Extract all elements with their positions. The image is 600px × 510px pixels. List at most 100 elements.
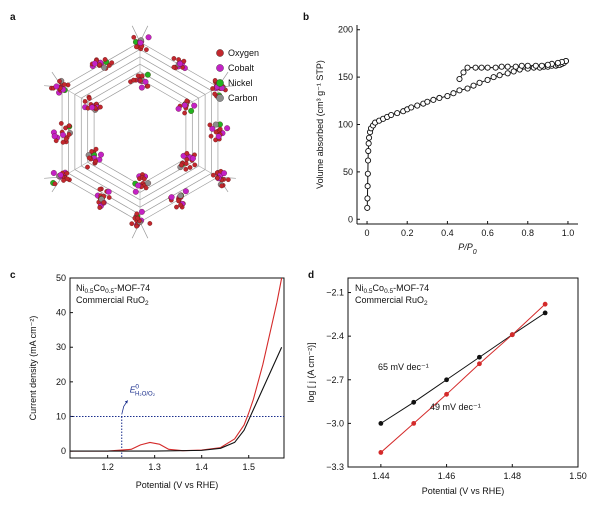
data-point [388, 111, 395, 119]
tafel-point [509, 332, 515, 338]
y-tick-label: −2.1 [326, 288, 344, 298]
atom [144, 47, 149, 52]
data-point [476, 79, 483, 86]
data-point [484, 64, 491, 71]
x-tick-label: 1.2 [101, 462, 114, 472]
panel-letter-c: c [10, 270, 16, 281]
atom [89, 149, 95, 154]
atom [86, 155, 92, 161]
legend-text-part: 0.5 [105, 288, 114, 295]
atom [91, 60, 98, 67]
data-point [524, 62, 531, 69]
atom [184, 98, 190, 104]
data-point [504, 63, 511, 70]
panel-a: a Oxygen Cobalt Nickel Carbon [10, 12, 259, 239]
atom [181, 102, 188, 109]
data-point [464, 85, 471, 92]
atom [147, 221, 153, 226]
x-tick-label: 0.2 [401, 228, 414, 238]
atom [183, 161, 189, 166]
atom [52, 181, 58, 187]
atom [142, 78, 149, 85]
legend-text-part: Co [373, 283, 385, 293]
atom [221, 170, 227, 177]
legend-text-part: Co [94, 283, 106, 293]
y-tick-label: 0 [348, 214, 353, 224]
isotherm-line [366, 60, 567, 208]
atom [219, 183, 225, 189]
y-tick-label: −3.3 [326, 462, 344, 472]
atom [60, 131, 66, 138]
atom [215, 175, 220, 181]
atom [210, 172, 216, 178]
data-point [366, 134, 373, 141]
x-tick-label: 0.4 [441, 228, 454, 238]
atom [134, 223, 139, 229]
atom [212, 91, 218, 97]
tafel-point [444, 391, 449, 397]
atom [141, 176, 147, 182]
atom [144, 71, 151, 78]
atom [137, 78, 143, 83]
atom [109, 60, 115, 66]
x-axis-title: Potential (V vs RHE) [422, 486, 505, 496]
y-tick-label: 150 [338, 72, 353, 82]
framework-strut [139, 169, 206, 208]
isotherm-chart: 0 0.2 0.4 0.6 0.8 1.0 0 50 100 150 200 P/P0 Volume a… [315, 25, 578, 256]
data-point [424, 98, 431, 105]
x-axis-title: Potential (V vs RHE) [136, 480, 219, 490]
atom [188, 108, 195, 114]
legend-text-part: 0.5 [384, 288, 393, 295]
atom [93, 146, 99, 152]
framework-strut [93, 158, 141, 186]
y-tick-label: 40 [56, 308, 66, 318]
atom [101, 200, 107, 205]
atom [63, 136, 69, 142]
atom [98, 151, 104, 158]
oxygen-dot-icon [216, 49, 224, 57]
framework-strut [81, 165, 141, 201]
y-tick-label: 50 [343, 167, 353, 177]
atom [57, 78, 62, 84]
tafel-chart: 1.44 1.46 1.48 1.50 −3.3 −3.0 −2.7 −2.4 −2.1 Pote… [306, 277, 587, 496]
y-tick-label: 50 [56, 273, 66, 283]
plot-frame [69, 277, 285, 459]
data-point [492, 64, 499, 71]
x-tick-label: 1.44 [372, 471, 390, 481]
y-tick-label: 30 [56, 342, 66, 352]
atom [135, 215, 141, 221]
data-point [512, 63, 519, 70]
atom [64, 176, 70, 182]
atom [66, 132, 72, 137]
atom [209, 125, 216, 132]
data-point [365, 140, 372, 147]
x-tick-label: 1.50 [569, 471, 587, 481]
atom [178, 202, 183, 208]
y-tick-label: 0 [61, 446, 66, 456]
data-point [464, 64, 471, 71]
atom [145, 180, 152, 187]
framework-stub [139, 221, 149, 239]
nickel-dot-icon [216, 79, 224, 87]
atom [139, 73, 145, 79]
panel-b: b 0 0.2 0.4 0.6 0.8 1.0 0 50 100 150 200 P/P0 Volume… [303, 12, 578, 256]
tafel-point [378, 450, 384, 455]
atom [131, 77, 136, 83]
plot-frame [347, 277, 579, 468]
data-point [470, 82, 477, 89]
e0-annotation: E0 H₂O/O₂ [130, 383, 156, 397]
data-point [450, 90, 457, 97]
framework-strut [74, 56, 141, 95]
atom [145, 34, 152, 41]
atom [191, 102, 198, 109]
atom [53, 83, 60, 90]
x-tick-label: 0.8 [522, 228, 535, 238]
atom [53, 138, 59, 144]
framework-strut [93, 78, 141, 106]
data-point [414, 102, 421, 109]
legend-text-part: Ni [355, 283, 364, 293]
data-point [444, 93, 451, 100]
legend-mof: Ni0.5Co0.5-MOF-74 [355, 283, 429, 295]
mof-structure-image [44, 25, 236, 239]
